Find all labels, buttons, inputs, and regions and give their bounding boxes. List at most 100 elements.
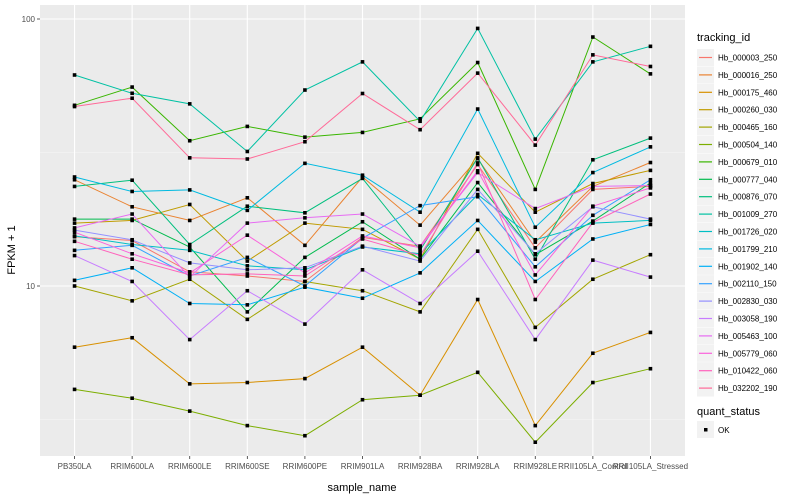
data-point-Hb_002110_150 (533, 265, 538, 269)
data-point-Hb_005779_060 (533, 273, 538, 277)
data-point-Hb_000465_160 (245, 317, 250, 322)
legend-label: Hb_001009_270 (718, 210, 778, 219)
data-point-Hb_001799_210 (475, 107, 480, 111)
data-point-Hb_010422_060 (533, 297, 538, 302)
x-tick-label: RRIM600SE (225, 462, 269, 471)
data-point-Hb_010422_060 (360, 237, 365, 241)
data-point-Hb_000876_070 (303, 210, 307, 215)
data-point-Hb_002110_150 (475, 194, 480, 199)
x-axis: PB350LA RRIM600LA RRIM600LE RRIM600SE RRIM60… (58, 456, 688, 471)
data-point-Hb_005779_060 (187, 271, 192, 275)
data-point-Hb_001799_210 (533, 225, 538, 230)
data-point-Hb_001009_270 (303, 88, 307, 92)
data-point-Hb_000175_460 (533, 423, 538, 428)
legend-label: Hb_005463_100 (718, 332, 778, 341)
data-point-Hb_010422_060 (187, 273, 192, 277)
data-point-Hb_000260_030 (303, 221, 307, 225)
legend-label: Hb_005779_060 (718, 349, 778, 358)
data-point-Hb_000876_070 (533, 257, 538, 262)
data-point-Hb_000504_140 (130, 396, 134, 400)
data-point-Hb_001009_270 (418, 119, 422, 124)
data-point-Hb_032202_190 (475, 71, 480, 75)
data-point-Hb_000504_140 (72, 387, 77, 392)
x-tick-label: PB350LA (58, 462, 92, 471)
data-point-Hb_010422_060 (130, 257, 134, 262)
data-point-Hb_000777_040 (130, 217, 134, 221)
data-point-Hb_005463_100 (303, 216, 307, 220)
data-point-Hb_032202_190 (187, 156, 192, 160)
data-point-Hb_005463_100 (187, 275, 192, 279)
data-point-Hb_000465_160 (418, 310, 422, 314)
data-point-Hb_001726_020 (533, 237, 538, 242)
data-point-Hb_001902_140 (533, 279, 538, 284)
data-point-Hb_000876_070 (418, 248, 422, 253)
data-point-Hb_001799_210 (360, 173, 365, 178)
data-point-Hb_002830_030 (130, 237, 134, 242)
data-point-Hb_000260_030 (533, 210, 538, 214)
data-point-Hb_000876_070 (72, 184, 77, 189)
data-point-Hb_005779_060 (245, 233, 250, 237)
data-point-Hb_032202_190 (245, 157, 250, 161)
legend-label: Hb_001799_210 (718, 245, 778, 254)
data-point-Hb_032202_190 (303, 139, 307, 144)
data-point-Hb_003058_190 (648, 275, 653, 279)
data-point-Hb_001799_210 (72, 175, 77, 179)
data-point-Hb_000016_250 (187, 218, 192, 223)
data-point-Hb_000175_460 (591, 351, 595, 356)
data-point-Hb_001799_210 (303, 161, 307, 166)
data-point-Hb_000465_160 (591, 277, 595, 282)
data-point-Hb_000003_250 (245, 274, 250, 278)
legend-label: Hb_001726_020 (718, 228, 778, 237)
legend-label: Hb_000175_460 (718, 88, 778, 97)
data-point-Hb_000465_160 (72, 284, 77, 288)
data-point-Hb_032202_190 (533, 143, 538, 147)
data-point-Hb_003058_190 (533, 337, 538, 342)
data-point-Hb_005779_060 (418, 246, 422, 250)
data-point-Hb_000504_140 (303, 433, 307, 438)
data-point-Hb_005779_060 (303, 271, 307, 275)
legend-label: Hb_000003_250 (718, 54, 778, 63)
data-point-Hb_000016_250 (130, 204, 134, 209)
data-point-Hb_000876_070 (648, 136, 653, 140)
data-point-Hb_002830_030 (360, 244, 365, 248)
data-point-Hb_000679_010 (591, 35, 595, 39)
data-point-Hb_000777_040 (418, 257, 422, 262)
legend-label: Hb_002830_030 (718, 297, 778, 306)
data-point-Hb_000465_160 (130, 299, 134, 303)
data-point-Hb_000175_460 (475, 297, 480, 302)
data-point-Hb_000876_070 (360, 176, 365, 181)
data-point-Hb_000465_160 (475, 227, 480, 232)
data-point-Hb_000777_040 (475, 180, 480, 185)
data-point-Hb_000679_010 (648, 72, 653, 76)
data-point-Hb_001799_210 (648, 145, 653, 149)
y-tick-label: 10 (26, 282, 35, 291)
data-point-Hb_001726_020 (187, 248, 192, 253)
data-point-Hb_000679_010 (360, 130, 365, 135)
data-point-Hb_001799_210 (245, 208, 250, 213)
legend-label: Hb_000679_010 (718, 158, 778, 167)
data-point-Hb_000777_040 (648, 181, 653, 185)
x-tick-label: RRIM928LA (456, 462, 500, 471)
data-point-Hb_000679_010 (130, 85, 134, 89)
x-tick-label: RRIM928LE (513, 462, 557, 471)
data-point-Hb_001009_270 (475, 26, 480, 31)
legend-label: Hb_002110_150 (718, 280, 777, 289)
data-point-Hb_001902_140 (648, 222, 653, 227)
data-point-Hb_001009_270 (130, 91, 134, 96)
data-point-Hb_001009_270 (648, 44, 653, 49)
data-point-Hb_001799_210 (130, 189, 134, 194)
series-points (72, 26, 653, 445)
legend-label: Hb_001902_140 (718, 262, 778, 271)
data-point-Hb_000016_250 (245, 195, 250, 200)
data-point-Hb_001009_270 (533, 137, 538, 141)
data-point-Hb_000876_070 (245, 204, 250, 209)
legend-label: Hb_032202_190 (718, 384, 778, 393)
data-point-Hb_002110_150 (72, 248, 77, 253)
data-point-Hb_000175_460 (303, 376, 307, 381)
data-point-Hb_000175_460 (360, 345, 365, 349)
data-point-Hb_005463_100 (533, 206, 538, 211)
data-point-Hb_010422_060 (245, 272, 250, 276)
data-point-Hb_005779_060 (130, 252, 134, 256)
x-axis-title: sample_name (327, 482, 396, 494)
